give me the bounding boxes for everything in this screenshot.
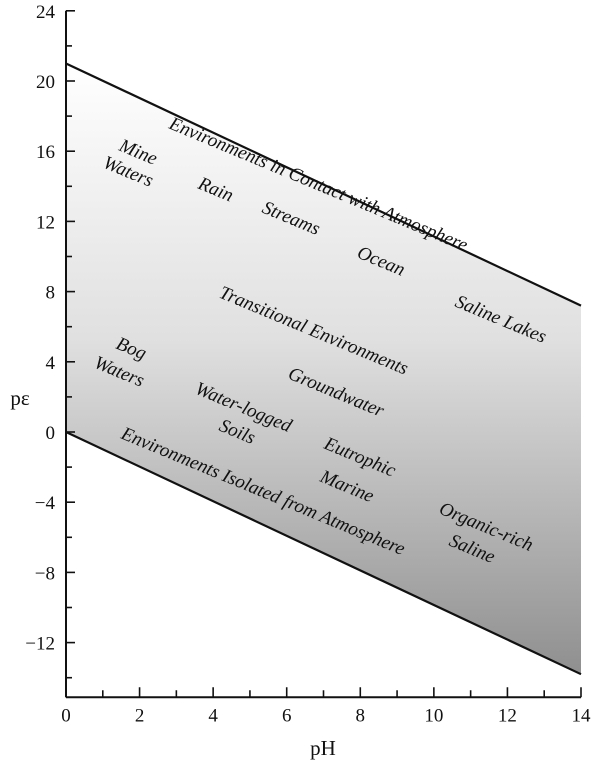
y-ticks: 24 20 16 12 8 4 0 −4 −8 −12: [25, 2, 75, 679]
y-tick-label: 12: [36, 212, 55, 233]
x-tick-label: 2: [135, 705, 145, 726]
stability-band: [66, 63, 581, 675]
y-axis-title: pε: [10, 386, 30, 410]
x-tick-label: 14: [572, 705, 592, 726]
y-tick-label: −12: [25, 634, 55, 655]
y-tick-label: −8: [35, 563, 55, 584]
y-tick-label: 8: [46, 283, 56, 304]
x-tick-label: 4: [208, 705, 218, 726]
x-tick-label: 10: [424, 705, 443, 726]
x-tick-label: 6: [282, 705, 292, 726]
y-tick-label: 20: [36, 72, 55, 93]
x-ticks: 0 2 4 6 8 10 12 14: [61, 687, 591, 726]
x-axis-title: pH: [310, 736, 336, 760]
x-tick-label: 12: [498, 705, 517, 726]
y-tick-label: −4: [35, 493, 56, 514]
y-tick-label: 0: [46, 423, 56, 444]
x-tick-label: 8: [356, 705, 366, 726]
y-tick-label: 16: [36, 142, 55, 163]
y-tick-label: 24: [36, 2, 56, 23]
y-tick-label: 4: [46, 353, 56, 374]
x-tick-label: 0: [61, 705, 71, 726]
lower-boundary-line: [65, 431, 582, 676]
upper-boundary-line: [65, 62, 582, 307]
